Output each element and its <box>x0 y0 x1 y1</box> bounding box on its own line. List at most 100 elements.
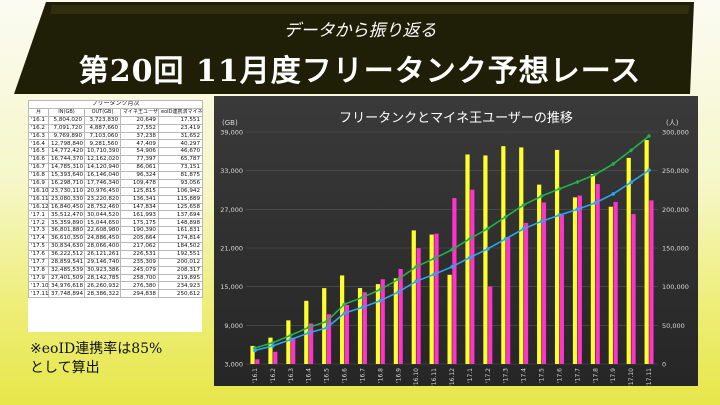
users-point <box>449 247 455 252</box>
table-value-cell: 15,393,640 <box>48 171 85 180</box>
table-row: '16.4 12,798,840 9,281,560 47,409 40,297 <box>28 139 204 149</box>
table-value-cell: 81,875 <box>157 171 204 180</box>
eoid-users-point <box>539 219 544 224</box>
table-value-cell: 147,834 <box>120 202 159 212</box>
eoid-users-point <box>324 326 329 330</box>
table-value-cell: 161,831 <box>157 226 204 236</box>
eoid-users-point <box>647 168 651 172</box>
x-tick-label: '16.6 <box>342 368 349 383</box>
table-value-cell: 16,146,040 <box>84 171 121 180</box>
table-value-cell: 7,091,720 <box>48 123 85 133</box>
eoid-users-point <box>414 279 418 284</box>
table-value-cell: 226,531 <box>120 249 159 259</box>
in-bar <box>411 230 416 364</box>
in-bar <box>608 206 613 364</box>
table-value-cell: 24,886,450 <box>84 234 121 244</box>
users-point <box>539 193 544 199</box>
right-tick-label: 50,000 <box>662 322 685 330</box>
table-month-cell: '16.1 <box>28 115 49 125</box>
table-row: '17.5 30,834,630 28,066,400 217,062 184,502 <box>28 242 204 251</box>
table-value-cell: 27,552 <box>120 123 159 133</box>
banner-shape <box>14 2 694 94</box>
table-value-cell: 36,610,350 <box>48 234 85 244</box>
table-value-cell: 175,175 <box>120 218 159 228</box>
x-tick-label: '17.4 <box>521 368 528 383</box>
right-tick-label: 200,000 <box>662 206 689 214</box>
x-tick-label: '16.11 <box>431 368 438 386</box>
chart-title: フリータンクとマイネ王ユーザーの推移 <box>339 111 573 126</box>
users-point <box>378 287 383 292</box>
left-tick-label: 9,000 <box>224 322 243 330</box>
eoid-users-point <box>468 255 472 260</box>
eoid-users-point <box>378 298 383 303</box>
eoid-users-point <box>629 180 633 185</box>
table-value-cell: 115,889 <box>157 194 204 204</box>
eoid-users-point <box>611 192 616 196</box>
in-bar <box>429 234 434 364</box>
table-month-cell: '17.10 <box>28 281 49 291</box>
in-bar <box>644 140 649 364</box>
table-value-cell: 37,238 <box>120 131 159 141</box>
eoid-users-point <box>575 207 580 212</box>
out-bar <box>291 337 296 364</box>
table-row: '16.5 14,772,420 10,710,390 54,906 46,670 <box>28 147 204 157</box>
x-tick-label: '16.5 <box>324 368 331 383</box>
x-tick-label: '17.8 <box>592 368 599 383</box>
table-value-cell: 28,386,322 <box>84 289 121 299</box>
out-bar <box>470 189 475 364</box>
eoid-users-point <box>271 344 275 348</box>
table-row: '17.4 36,610,350 24,886,450 205,664 174,814 <box>28 234 204 244</box>
x-tick-label: '16.4 <box>306 368 313 383</box>
table-value-cell: 4,887,660 <box>84 123 121 133</box>
table-row: '17.3 36,801,880 22,608,980 190,390 161,831 <box>28 226 204 236</box>
table-month-cell: '17.4 <box>28 234 49 244</box>
left-tick-label: 3,000 <box>224 361 243 369</box>
out-bar <box>452 198 457 364</box>
right-axis-unit: (人) <box>666 119 679 127</box>
table-row: '16.12 16,840,450 28,752,460 147,834 125,658 <box>28 202 204 212</box>
in-bar <box>250 345 255 364</box>
table-value-cell: 12,798,840 <box>48 139 85 149</box>
out-bar <box>613 201 618 364</box>
table-row: '17.1 35,512,470 30,044,520 161,993 137,694 <box>28 210 204 220</box>
x-tick-label: '17.3 <box>503 368 510 383</box>
table-value-cell: 5,804,020 <box>48 115 85 125</box>
table-value-cell: 77,397 <box>120 155 159 165</box>
table-value-cell: 29,146,740 <box>84 257 121 267</box>
out-bar <box>523 222 529 364</box>
table-value-cell: 190,390 <box>120 226 159 236</box>
users-point <box>413 264 419 269</box>
in-bar <box>519 147 524 364</box>
table-value-cell: 109,478 <box>120 178 159 188</box>
x-tick-label: '16.7 <box>359 368 366 383</box>
table-row: '17.2 35,359,890 15,044,650 175,175 148,898 <box>28 218 204 228</box>
in-bar <box>447 274 452 364</box>
table-header-cell: OUT(GB) <box>84 107 121 117</box>
x-tick-label: '16.12 <box>449 368 456 386</box>
table-value-cell: 16,744,370 <box>48 155 85 165</box>
table-value-cell: 12,162,020 <box>84 155 121 165</box>
in-bar <box>268 337 273 364</box>
table-value-cell: 96,324 <box>120 171 159 180</box>
x-tick-label: '16.2 <box>270 368 277 383</box>
table-value-cell: 46,670 <box>157 147 204 157</box>
table-month-cell: '16.12 <box>28 202 49 212</box>
table-value-cell: 26,260,932 <box>84 281 121 291</box>
eoid-users-point <box>288 337 293 342</box>
table-value-cell: 258,700 <box>120 273 159 283</box>
eoid-users-point <box>503 237 508 241</box>
table-value-cell: 20,649 <box>120 115 159 125</box>
x-tick-label: '17.1 <box>467 368 474 383</box>
in-bar <box>357 288 363 364</box>
table-month-cell: '17.5 <box>28 242 49 251</box>
in-bar <box>626 157 631 364</box>
x-tick-label: '17.6 <box>556 368 563 383</box>
table-row: '16.9 16,298,710 17,746,340 109,478 93,056 <box>28 178 204 188</box>
table-row: '17.7 28,859,541 29,146,740 235,309 200,012 <box>28 257 204 267</box>
table-value-cell: 17,746,340 <box>84 178 121 188</box>
table-month-cell: '16.8 <box>28 171 49 180</box>
in-bar <box>501 146 506 364</box>
in-bar <box>304 300 309 364</box>
table-value-cell: 27,401,509 <box>48 273 85 283</box>
table-value-cell: 14,785,310 <box>48 163 85 173</box>
